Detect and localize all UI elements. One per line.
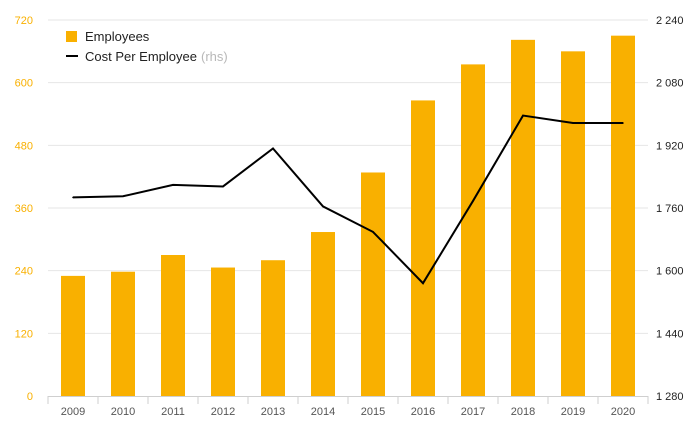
line-point-cost-per-employee — [272, 147, 274, 150]
left-axis-tick-label: 720 — [15, 15, 33, 27]
bar-employees — [261, 260, 285, 396]
x-axis-tick-label: 2019 — [561, 406, 585, 418]
legend-item-cost-per-employee: Cost Per Employee (rhs) — [66, 46, 228, 66]
bar-employees — [311, 232, 335, 396]
bar-employees — [361, 172, 385, 396]
x-axis-tick-label: 2017 — [461, 406, 485, 418]
line-cost-per-employee — [72, 114, 623, 285]
legend-item-employees: Employees — [66, 26, 228, 46]
legend-label-employees: Employees — [85, 28, 150, 44]
x-axis-tick-label: 2020 — [611, 406, 635, 418]
x-axis-tick-label: 2010 — [111, 406, 135, 418]
left-axis-tick-label: 0 — [27, 391, 33, 403]
legend-swatch-line — [66, 55, 78, 57]
legend-rhs-note: (rhs) — [201, 48, 228, 64]
line-point-cost-per-employee — [572, 122, 574, 124]
right-axis-tick-label: 1 760 — [656, 203, 684, 215]
line-point-cost-per-employee — [322, 205, 324, 208]
left-axis-tick-label: 480 — [15, 140, 33, 152]
bar-employees — [611, 35, 635, 397]
x-axis-tick-label: 2012 — [211, 406, 235, 418]
line-point-cost-per-employee — [122, 195, 124, 198]
right-axis-tick-label: 2 240 — [656, 15, 684, 27]
x-axis-tick-label: 2014 — [311, 406, 335, 418]
x-axis-tick-label: 2011 — [161, 406, 185, 418]
line-point-cost-per-employee — [422, 282, 424, 285]
line-point-cost-per-employee — [522, 114, 524, 117]
x-axis-tick-label: 2013 — [261, 406, 285, 418]
right-axis-tick-label: 1 440 — [656, 328, 684, 340]
bar-employees — [61, 275, 85, 396]
line-point-cost-per-employee — [222, 185, 224, 188]
line-point-cost-per-employee — [72, 196, 74, 199]
left-axis-tick-label: 240 — [15, 266, 33, 278]
x-axis-tick-label: 2009 — [61, 406, 85, 418]
line-point-cost-per-employee — [472, 200, 474, 202]
right-axis-tick-label: 1 600 — [656, 266, 684, 278]
legend-swatch-bar — [66, 30, 77, 42]
bar-employees — [511, 39, 535, 396]
legend: Employees Cost Per Employee (rhs) — [66, 26, 228, 66]
bar-employees — [211, 267, 235, 396]
bar-employees — [111, 271, 135, 396]
line-point-cost-per-employee — [622, 122, 624, 124]
right-axis-tick-label: 1 920 — [656, 140, 684, 152]
bar-employees — [161, 255, 185, 396]
line-point-cost-per-employee — [172, 184, 174, 186]
left-axis-tick-label: 600 — [15, 78, 33, 90]
left-axis-tick-label: 120 — [15, 328, 33, 340]
right-axis-tick-label: 1 280 — [656, 391, 684, 403]
x-axis-tick-label: 2018 — [511, 406, 535, 418]
left-axis-tick-label: 360 — [15, 203, 33, 215]
bar-employees — [561, 51, 585, 396]
x-axis-tick-label: 2016 — [411, 406, 435, 418]
legend-label-cost-per-employee: Cost Per Employee — [85, 48, 197, 64]
right-axis-tick-label: 2 080 — [656, 78, 684, 90]
line-point-cost-per-employee — [372, 231, 374, 233]
bar-employees — [461, 64, 485, 396]
bar-employees — [411, 100, 435, 396]
x-axis-tick-label: 2015 — [361, 406, 385, 418]
